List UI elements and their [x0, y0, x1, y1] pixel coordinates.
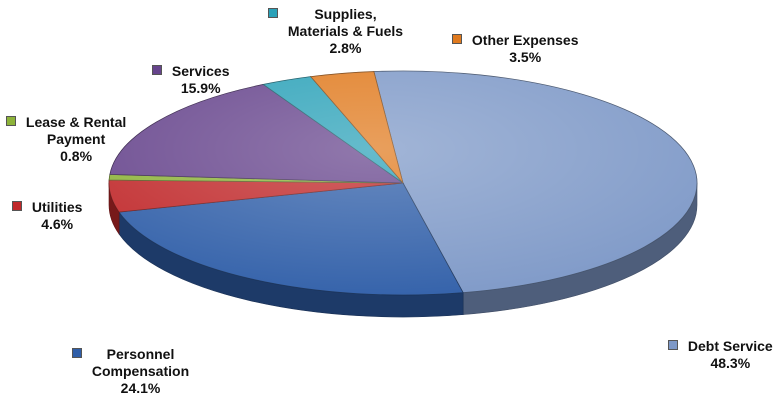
utilities-percent: 4.6% — [41, 216, 74, 232]
slice-label-debt-service: Debt Service 48.3% — [668, 338, 773, 372]
debt-service-swatch — [668, 340, 678, 350]
supplies-swatch — [268, 8, 278, 18]
lease-rental-percent: 0.8% — [60, 148, 93, 164]
utilities-swatch — [12, 201, 22, 211]
services-percent: 15.9% — [180, 80, 221, 96]
supplies-percent: 2.8% — [329, 40, 362, 56]
personnel-name-line1: Personnel — [106, 346, 175, 362]
other-expenses-name: Other Expenses — [471, 32, 579, 48]
lease-rental-name-line2: Payment — [46, 131, 106, 147]
debt-service-percent: 48.3% — [710, 355, 751, 371]
lease-rental-name-line1: Lease & Rental — [25, 114, 127, 130]
personnel-percent: 24.1% — [120, 380, 161, 396]
services-name: Services — [171, 63, 230, 79]
slice-label-supplies: Supplies, Materials & Fuels 2.8% — [268, 6, 403, 57]
personnel-name-line2: Compensation — [91, 363, 190, 379]
supplies-name-line1: Supplies, — [314, 6, 377, 22]
slice-label-utilities: Utilities 4.6% — [12, 199, 82, 233]
lease-rental-swatch — [6, 116, 16, 126]
debt-service-name: Debt Service — [687, 338, 773, 354]
other-expenses-percent: 3.5% — [509, 49, 542, 65]
other-expenses-swatch — [452, 34, 462, 44]
slice-label-lease-rental: Lease & Rental Payment 0.8% — [6, 114, 126, 165]
slice-label-personnel: Personnel Compensation 24.1% — [72, 346, 189, 397]
supplies-name-line2: Materials & Fuels — [287, 23, 404, 39]
personnel-swatch — [72, 348, 82, 358]
utilities-name: Utilities — [31, 199, 83, 215]
slice-label-other-expenses: Other Expenses 3.5% — [452, 32, 579, 66]
services-swatch — [152, 65, 162, 75]
slice-label-services: Services 15.9% — [152, 63, 230, 97]
